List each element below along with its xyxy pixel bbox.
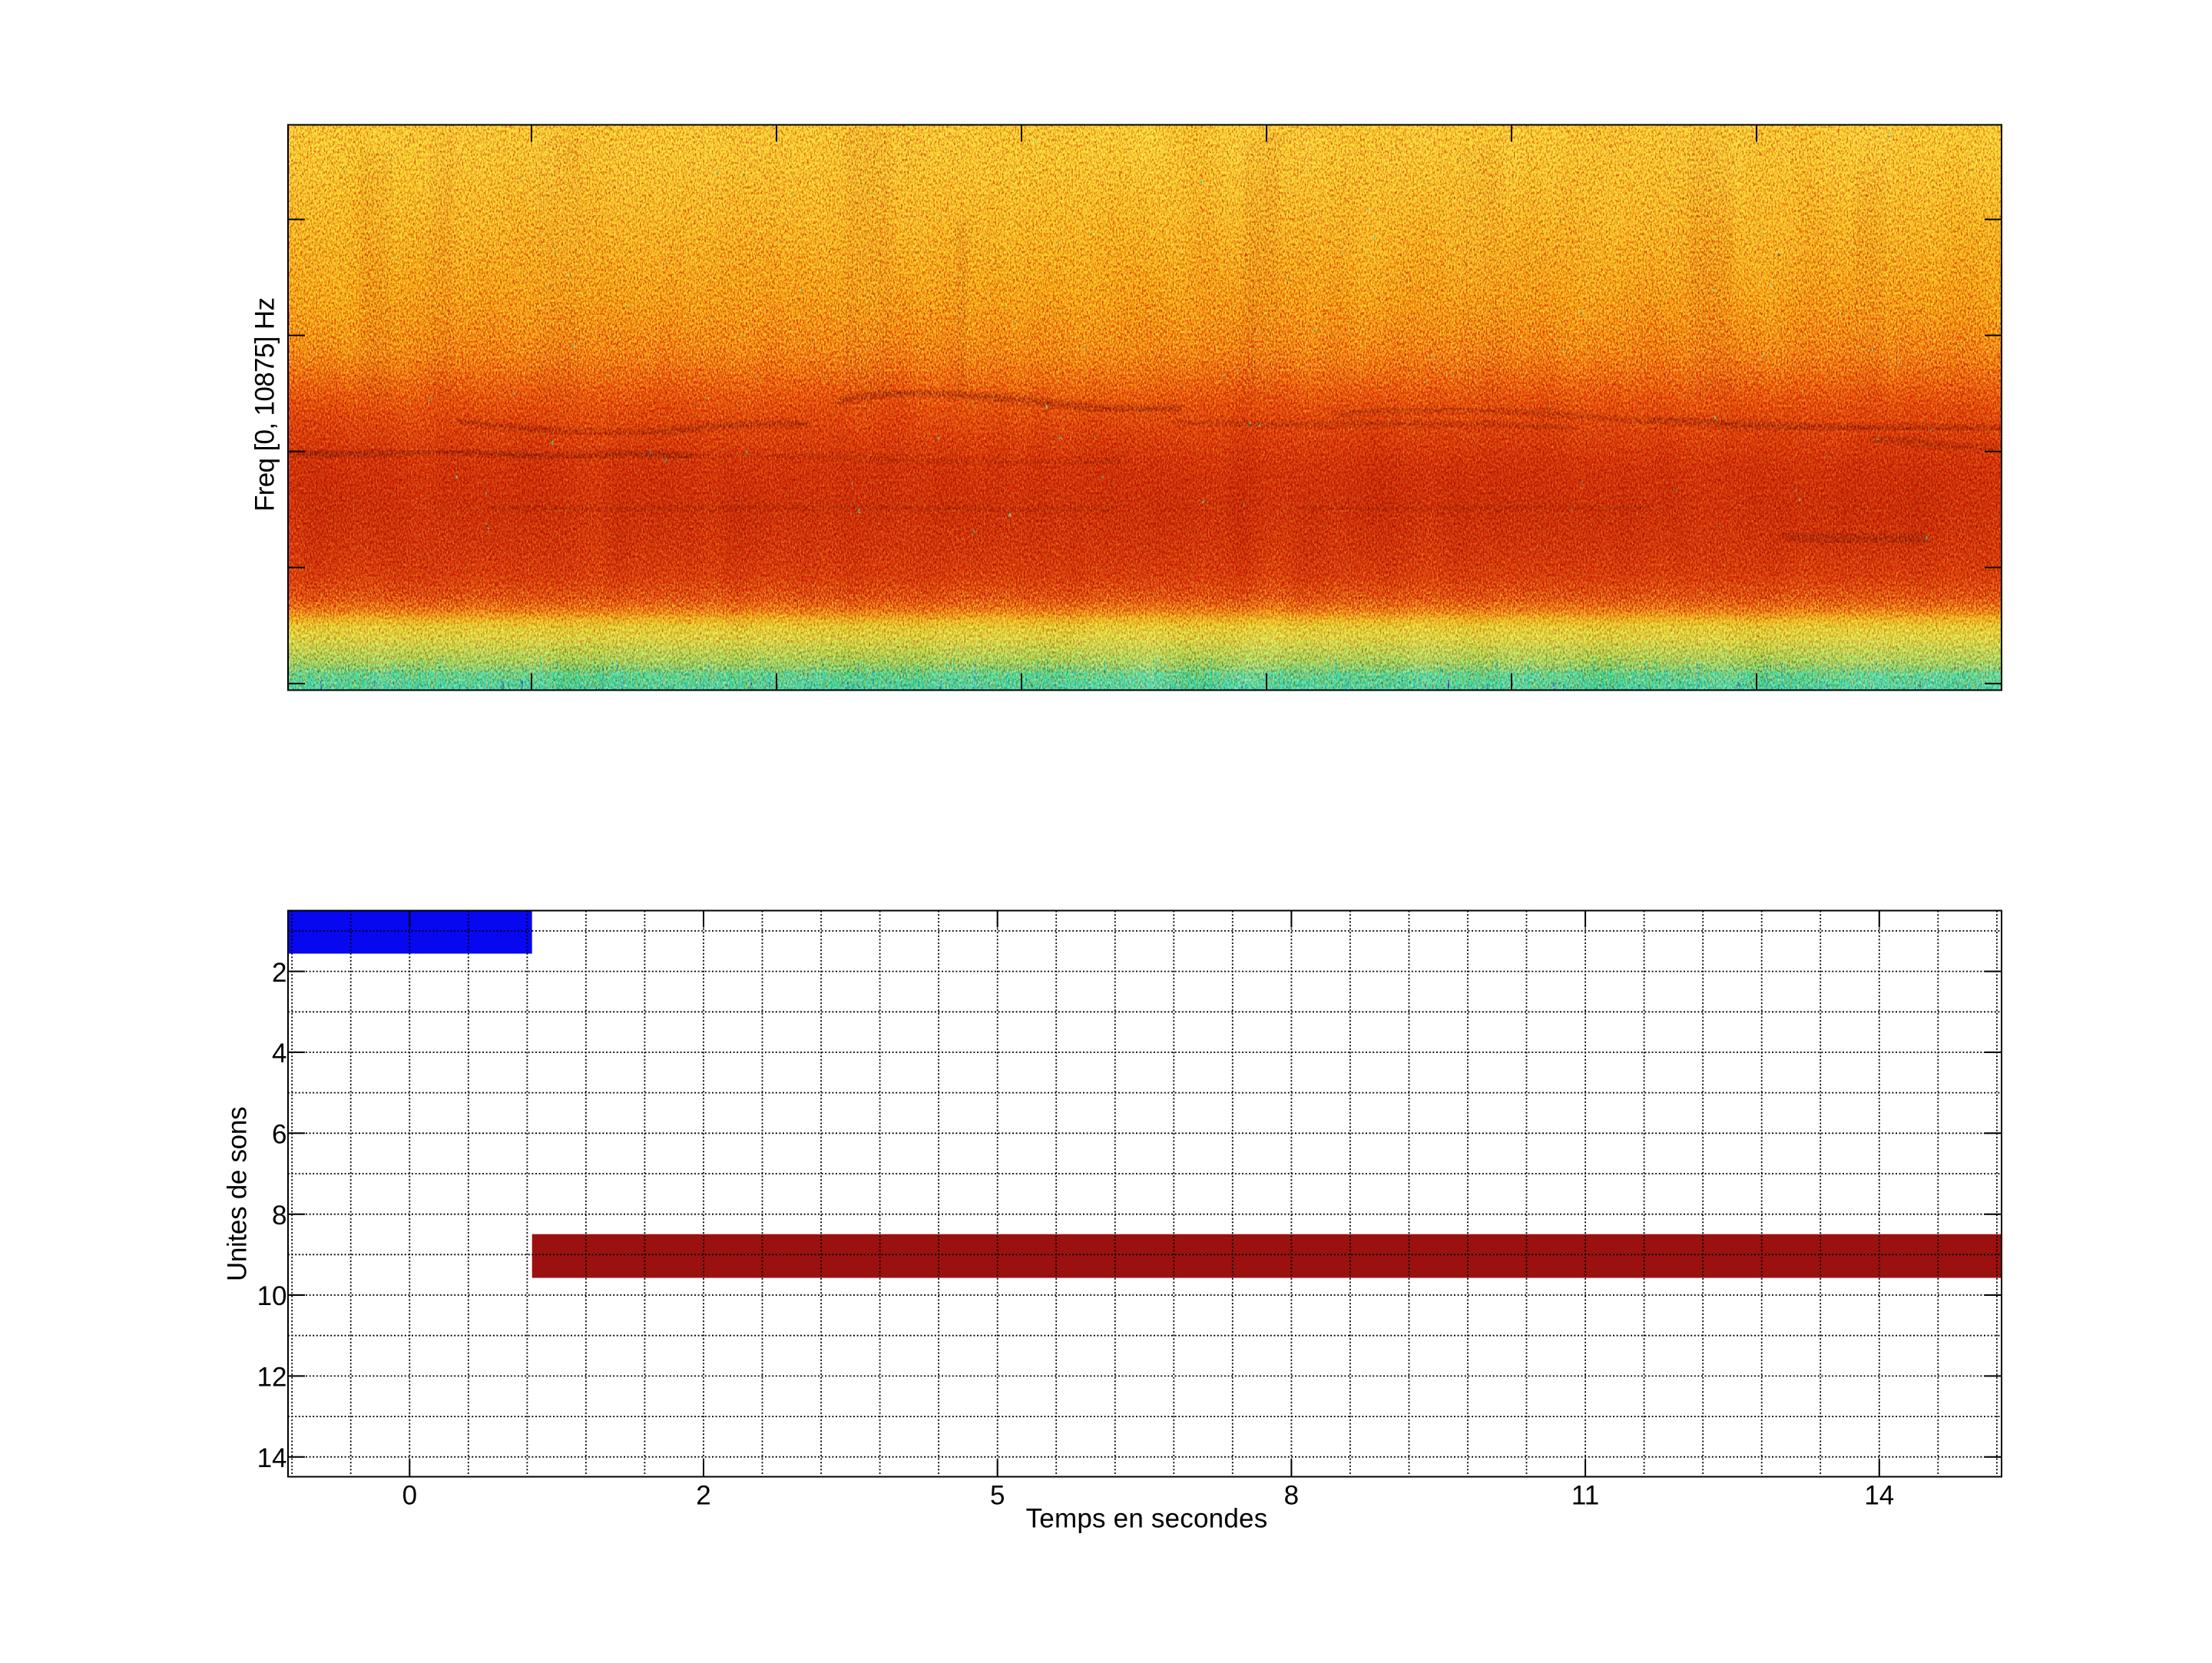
svg-text:14: 14 <box>257 1443 287 1473</box>
svg-text:8: 8 <box>272 1201 286 1231</box>
svg-text:0: 0 <box>402 1481 417 1511</box>
svg-text:10: 10 <box>257 1281 287 1311</box>
svg-text:12: 12 <box>257 1363 287 1393</box>
svg-text:2: 2 <box>696 1481 710 1511</box>
svg-text:Freq [0, 10875] Hz: Freq [0, 10875] Hz <box>250 297 280 512</box>
svg-text:Temps en secondes: Temps en secondes <box>1026 1504 1268 1534</box>
svg-text:4: 4 <box>272 1039 286 1068</box>
svg-text:8: 8 <box>1284 1481 1299 1511</box>
svg-text:Unites de sons: Unites de sons <box>223 1107 253 1282</box>
svg-text:14: 14 <box>1864 1481 1894 1511</box>
svg-text:2: 2 <box>272 958 286 988</box>
svg-text:6: 6 <box>272 1120 286 1150</box>
svg-text:11: 11 <box>1571 1481 1599 1511</box>
svg-text:5: 5 <box>990 1481 1005 1511</box>
